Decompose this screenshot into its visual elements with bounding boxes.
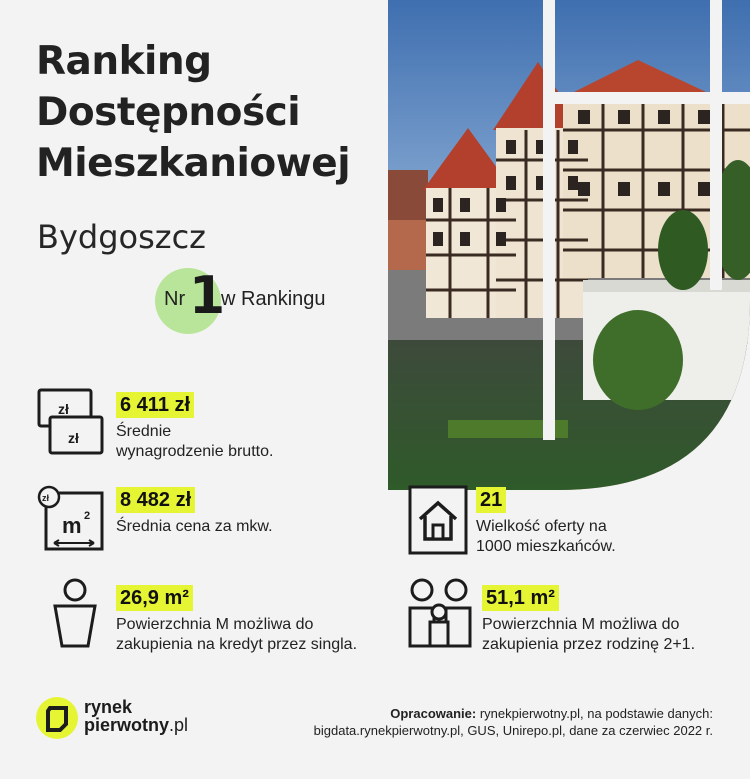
family-desc-line1: Powierzchnia M możliwa do xyxy=(482,616,680,633)
logo-mark-icon xyxy=(36,697,78,739)
source-text-2: bigdata.rynekpierwotny.pl, GUS, Unirepo.… xyxy=(313,723,713,738)
stat-price: 8 482 zł Średnia cena za mkw. xyxy=(116,487,376,537)
coin-text: zł xyxy=(42,493,50,503)
banknote-text-2: zł xyxy=(68,430,79,446)
brand-line-1: rynek xyxy=(84,697,133,717)
salary-desc-line1: Średnie xyxy=(116,423,172,440)
offer-desc-line1: Wielkość oferty na xyxy=(476,518,607,535)
family-icon xyxy=(408,578,472,648)
sqm-text: m xyxy=(62,513,82,538)
city-photo xyxy=(388,0,750,490)
source-label: Opracowanie: xyxy=(390,706,477,721)
single-value: 26,9 m² xyxy=(116,585,193,611)
offer-desc-line2: 1000 mieszkańców. xyxy=(476,538,616,555)
stat-family: 51,1 m² Powierzchnia M możliwa do zakupi… xyxy=(482,585,722,655)
rank-circle xyxy=(155,268,221,334)
city-name: Bydgoszcz xyxy=(37,218,206,256)
family-value: 51,1 m² xyxy=(482,585,559,611)
price-value: 8 482 zł xyxy=(116,487,196,513)
brand-name: pierwotny xyxy=(84,715,170,735)
salary-description: Średnie wynagrodzenie brutto. xyxy=(116,422,376,462)
price-per-sqm-icon: zł m 2 xyxy=(36,485,106,555)
title-line-3: Mieszkaniowej xyxy=(36,141,351,186)
rank-prefix: Nr xyxy=(164,288,186,310)
brand-tld: .pl xyxy=(169,715,189,735)
stat-single: 26,9 m² Powierzchnia M możliwa do zakupi… xyxy=(116,585,386,655)
rank-suffix: w Rankingu xyxy=(221,288,326,310)
single-desc-line2: zakupienia na kredyt przez singla. xyxy=(116,636,358,653)
stat-salary: 6 411 zł Średnie wynagrodzenie brutto. xyxy=(116,392,376,462)
salary-value: 6 411 zł xyxy=(116,392,195,418)
rank-number: 1 xyxy=(189,266,226,326)
single-description: Powierzchnia M możliwa do zakupienia na … xyxy=(116,615,386,655)
family-description: Powierzchnia M możliwa do zakupienia prz… xyxy=(482,615,722,655)
offer-description: Wielkość oferty na 1000 mieszkańców. xyxy=(476,517,716,557)
stat-offer: 21 Wielkość oferty na 1000 mieszkańców. xyxy=(476,487,716,557)
granaries-illustration xyxy=(388,0,750,490)
title-line-2: Dostępności xyxy=(36,90,301,135)
ranking-position: Nr 1 w Rankingu xyxy=(155,266,385,334)
title-line-1: Ranking xyxy=(36,39,212,84)
brand-line-2: pierwotny.pl xyxy=(84,715,188,735)
source-note: Opracowanie: rynekpierwotny.pl, na podst… xyxy=(314,705,713,739)
house-icon xyxy=(408,485,468,555)
offer-value: 21 xyxy=(476,487,507,513)
single-person-icon xyxy=(52,578,98,648)
family-desc-line2: zakupienia przez rodzinę 2+1. xyxy=(482,636,696,653)
banknotes-icon: zł zł xyxy=(36,387,106,457)
banknote-text-1: zł xyxy=(58,401,69,417)
sqm-sup: 2 xyxy=(84,510,90,522)
salary-desc-line2: wynagrodzenie brutto. xyxy=(116,443,274,460)
page-title: Ranking Dostępności Mieszkaniowej xyxy=(36,36,396,189)
price-description: Średnia cena za mkw. xyxy=(116,518,273,535)
source-text-1: rynekpierwotny.pl, na podstawie danych: xyxy=(476,706,713,721)
single-desc-line1: Powierzchnia M możliwa do xyxy=(116,616,314,633)
